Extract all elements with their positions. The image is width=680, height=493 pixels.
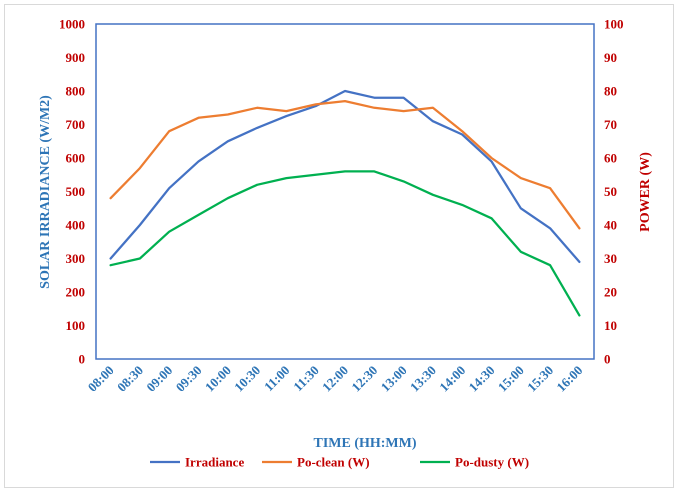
legend: Irradiance Po-clean (W) Po-dusty (W): [150, 455, 529, 470]
y2-tick-label: 10: [604, 318, 617, 333]
x-tick-label: 11:00: [261, 363, 293, 395]
y-tick-label: 300: [66, 251, 86, 266]
y-tick-label: 0: [79, 352, 86, 367]
y-tick-label: 400: [66, 218, 86, 233]
x-tick-label: 09:00: [143, 363, 175, 395]
series-line-irradiance: [109, 89, 581, 264]
y-tick-label: 600: [66, 151, 86, 166]
x-tick-label: 13:00: [378, 363, 410, 395]
legend-label: Po-dusty (W): [455, 455, 529, 470]
y-tick-label: 800: [66, 84, 86, 99]
legend-label: Po-clean (W): [297, 455, 370, 470]
y-tick-label: 500: [66, 184, 86, 199]
y2-tick-label: 50: [604, 184, 617, 199]
y-tick-label: 900: [66, 50, 86, 65]
y2-tick-label: 100: [604, 17, 624, 32]
plot-area: [95, 23, 595, 360]
plot-border: [95, 23, 595, 360]
series-line-po-clean-w: [109, 99, 581, 230]
y-tick-label: 700: [66, 117, 86, 132]
y-axis-title: SOLAR IRRADIANCE (W/M2): [38, 95, 53, 289]
x-tick-label: 12:00: [319, 363, 351, 395]
x-tick-label: 09:30: [173, 363, 205, 395]
y2-axis-title: POWER (W): [638, 152, 653, 232]
x-tick-label: 14:30: [466, 363, 498, 395]
x-tick-label: 08:00: [85, 363, 117, 395]
y2-tick-label: 0: [604, 352, 611, 367]
x-tick-label: 08:30: [114, 363, 146, 395]
y2-tick-label: 80: [604, 84, 617, 99]
y2-tick-label: 90: [604, 50, 617, 65]
left-axis-ticks: 0 100 200 300 400 500 600 700 800 900 1000: [59, 17, 85, 367]
y-tick-label: 100: [66, 318, 86, 333]
x-tick-label: 13:30: [407, 363, 439, 395]
y2-tick-label: 70: [604, 117, 617, 132]
x-axis-ticks: 08:0008:3009:0009:3010:0010:3011:0011:30…: [85, 363, 586, 395]
x-tick-label: 10:00: [202, 363, 234, 395]
y2-tick-label: 30: [604, 251, 617, 266]
x-tick-label: 15:00: [495, 363, 527, 395]
series-lines: [109, 89, 581, 317]
y-tick-label: 200: [66, 285, 86, 300]
right-axis-ticks: 0 10 20 30 40 50 60 70 80 90 100: [604, 17, 624, 367]
x-tick-label: 14:00: [436, 363, 468, 395]
x-tick-label: 12:30: [348, 363, 380, 395]
x-tick-label: 10:30: [231, 363, 263, 395]
y-tick-label: 1000: [59, 17, 85, 32]
x-tick-label: 11:30: [290, 363, 322, 395]
x-tick-label: 16:00: [553, 363, 585, 395]
y2-tick-label: 40: [604, 218, 617, 233]
chart-frame: [4, 4, 674, 488]
y2-tick-label: 60: [604, 151, 617, 166]
x-axis-title: TIME (HH:MM): [313, 436, 416, 451]
legend-label: Irradiance: [185, 455, 244, 470]
y2-tick-label: 20: [604, 285, 617, 300]
x-tick-label: 15:30: [524, 363, 556, 395]
series-line-po-dusty-w: [109, 170, 581, 317]
